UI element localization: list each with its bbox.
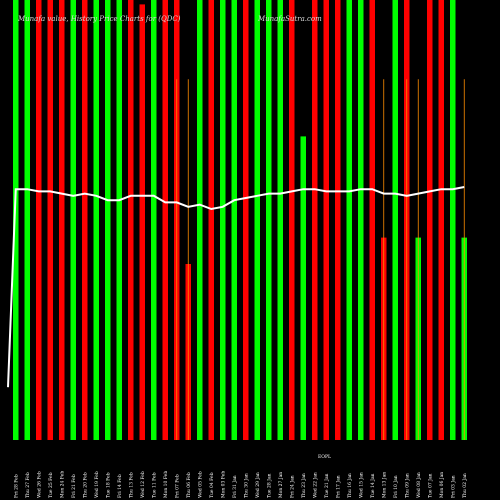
volume-bar — [93, 0, 99, 440]
x-tick-label: Fri 17 Jan — [335, 475, 341, 498]
volume-bar — [116, 0, 122, 440]
volume-bar — [312, 0, 318, 440]
x-tick-label: Fri 31 Jan — [232, 475, 238, 498]
volume-bar — [369, 0, 375, 440]
x-tick-label: Thu 13 Feb — [128, 472, 134, 498]
x-tick-label: Wed 15 Jan — [358, 472, 364, 498]
x-tick-label: Wed 22 Jan — [312, 472, 318, 498]
volume-bar — [59, 0, 65, 440]
volume-bar — [277, 0, 283, 440]
volume-bar — [243, 0, 249, 440]
x-tick-label: Thu 06 Feb — [186, 472, 192, 498]
x-tick-label: Tue 25 Feb — [48, 472, 54, 498]
volume-bar — [70, 0, 76, 440]
volume-bar — [427, 0, 433, 440]
volume-bar — [13, 0, 19, 440]
volume-bar — [24, 0, 30, 440]
volume-bar — [36, 0, 42, 440]
x-tick-label: Mon 24 Feb — [59, 471, 65, 498]
x-axis-labels: Fri 28 Feb Thu 27 Feb Wed 26 Feb Tue 25 Feb… — [13, 471, 468, 498]
x-tick-label: Mon 10 Feb — [163, 471, 169, 498]
volume-bar — [335, 0, 341, 440]
x-tick-label: Tue 07 Jan — [427, 473, 433, 498]
x-tick-label: Mon 03 Feb — [220, 471, 226, 498]
x-tick-label: Mon 27 Jan — [278, 472, 284, 498]
x-tick-label: Thu 20 Feb — [82, 472, 88, 498]
x-tick-label: Fri 28 Feb — [13, 474, 19, 498]
x-tick-label: Fri 07 Feb — [174, 474, 180, 498]
volume-bar — [231, 0, 237, 440]
volume-bar — [128, 0, 134, 440]
x-tick-label: Tue 28 Jan — [266, 473, 272, 498]
volume-bar — [300, 136, 306, 440]
volume-bar — [266, 0, 272, 440]
volume-bar — [151, 0, 157, 440]
volume-bars — [13, 0, 467, 441]
x-tick-label: Tue 04 Feb — [209, 472, 215, 498]
x-tick-label: Tue 18 Feb — [105, 472, 111, 498]
x-tick-label: Wed 26 Feb — [36, 471, 42, 498]
volume-bar — [438, 0, 444, 440]
x-tick-label: Thu 27 Feb — [25, 472, 31, 498]
x-tick-label: Tue 14 Jan — [370, 473, 376, 498]
volume-bar — [197, 0, 203, 440]
x-tick-label: Tue 21 Jan — [324, 473, 330, 498]
volume-bar — [323, 0, 329, 440]
x-tick-label: Fri 21 Feb — [71, 474, 77, 498]
x-tick-label: Thu 23 Jan — [301, 473, 307, 498]
volume-bar — [82, 0, 88, 440]
x-tick-label: Thu 16 Jan — [347, 473, 353, 498]
x-tick-label: Wed 29 Jan — [255, 472, 261, 498]
x-tick-label: Fri 14 Feb — [117, 474, 123, 498]
x-tick-label: Mon 13 Jan — [381, 472, 387, 498]
x-tick-label: Mon 06 Jan — [439, 472, 445, 498]
x-tick-label: Fri 10 Jan — [393, 475, 399, 498]
wick-lines — [176, 79, 465, 440]
x-tick-label: Thu 09 Jan — [404, 473, 410, 498]
volume-bar — [392, 0, 398, 440]
volume-bar — [139, 4, 145, 441]
x-tick-label: Tue 11 Feb — [151, 472, 157, 498]
x-extra-label: EOPL — [318, 454, 331, 460]
x-tick-label: Thu 30 Jan — [243, 473, 249, 498]
volume-bar — [289, 0, 295, 440]
x-tick-label: Thu 02 Jan — [462, 473, 468, 498]
volume-bar — [220, 0, 226, 440]
chart-subtitle: MunafaSutra.com — [257, 15, 322, 23]
volume-bar — [47, 0, 53, 440]
volume-bar — [254, 0, 260, 440]
volume-bar — [358, 0, 364, 440]
chart-title: Munafa value, History Price Charts for (… — [17, 15, 181, 23]
x-tick-label: Wed 05 Feb — [197, 471, 203, 498]
volume-bar — [346, 0, 352, 440]
volume-bar — [450, 0, 456, 440]
x-tick-label: Wed 08 Jan — [416, 472, 422, 498]
x-tick-label: Wed 12 Feb — [140, 471, 146, 498]
volume-bar — [105, 0, 111, 440]
volume-bar — [208, 0, 214, 440]
x-tick-label: Fri 24 Jan — [289, 475, 295, 498]
price-line — [7, 186, 465, 388]
volume-bar — [162, 0, 168, 440]
x-tick-label: Fri 03 Jan — [450, 475, 456, 498]
x-tick-label: Wed 19 Feb — [94, 471, 100, 498]
